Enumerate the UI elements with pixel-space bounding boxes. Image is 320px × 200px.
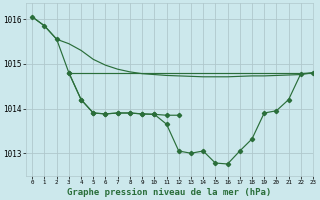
- X-axis label: Graphe pression niveau de la mer (hPa): Graphe pression niveau de la mer (hPa): [68, 188, 272, 197]
